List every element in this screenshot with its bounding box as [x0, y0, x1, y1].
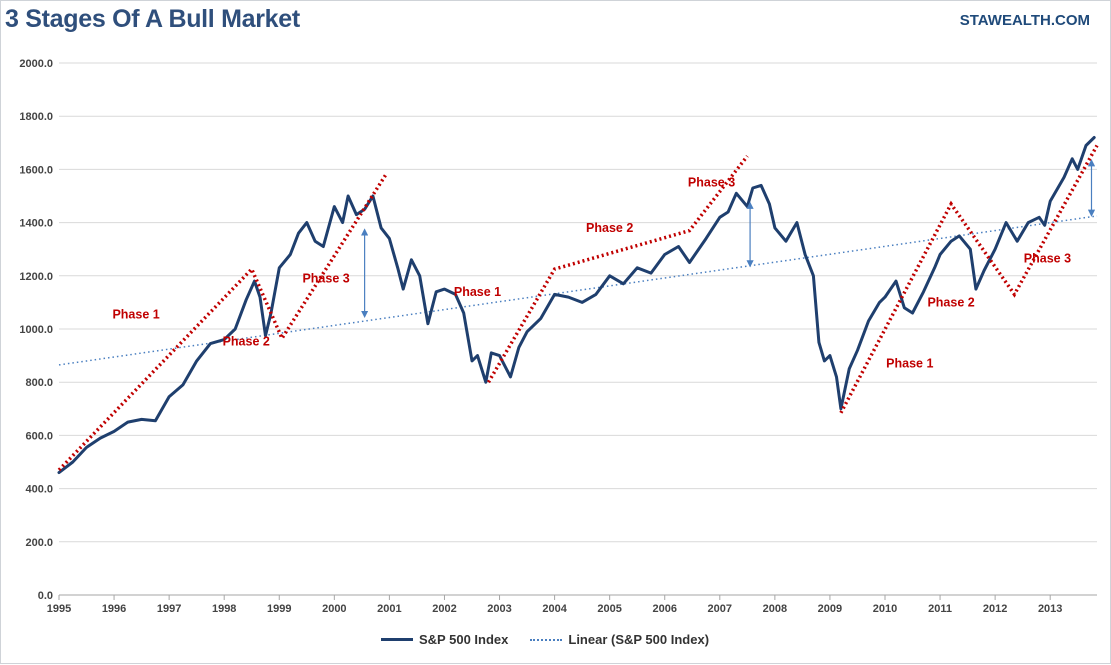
y-tick-label: 0.0	[38, 590, 53, 602]
legend-item-index: S&P 500 Index	[381, 632, 508, 647]
y-tick-label: 400.0	[25, 484, 53, 496]
legend-label-linear: Linear (S&P 500 Index)	[568, 632, 710, 647]
y-tick-label: 800.0	[25, 377, 53, 389]
legend: S&P 500 Index Linear (S&P 500 Index)	[381, 632, 709, 647]
phase-line-cycle-2	[486, 155, 749, 384]
x-tick-label: 2005	[597, 603, 621, 615]
legend-swatch-index	[381, 638, 413, 641]
phase-line-cycle-1	[57, 172, 389, 472]
x-tick-label: 2013	[1038, 603, 1062, 615]
legend-label-index: S&P 500 Index	[419, 632, 509, 647]
x-tick-label: 1995	[47, 603, 71, 615]
phase-annotation: Phase 3	[688, 176, 735, 190]
y-tick-label: 1400.0	[19, 218, 53, 230]
x-tick-label: 2004	[542, 603, 567, 615]
x-tick-label: 2001	[377, 603, 401, 615]
phase-annotation: Phase 1	[112, 307, 159, 321]
legend-item-linear: Linear (S&P 500 Index)	[530, 632, 709, 647]
phase-annotation: Phase 2	[927, 295, 974, 309]
phase-line-cycle-3	[839, 144, 1099, 414]
x-tick-label: 1996	[102, 603, 126, 615]
x-tick-label: 2007	[708, 603, 732, 615]
x-tick-label: 1997	[157, 603, 181, 615]
x-tick-label: 2012	[983, 603, 1007, 615]
y-tick-label: 600.0	[25, 430, 53, 442]
chart-title: 3 Stages Of A Bull Market	[5, 5, 300, 33]
x-tick-label: 1999	[267, 603, 291, 615]
x-tick-label: 2006	[652, 603, 676, 615]
y-tick-label: 1600.0	[19, 164, 53, 176]
y-tick-label: 1800.0	[19, 111, 53, 123]
phase-annotation: Phase 3	[302, 271, 349, 285]
x-tick-label: 2008	[763, 603, 787, 615]
phase-annotation: Phase 1	[886, 357, 933, 371]
y-tick-label: 1200.0	[19, 271, 53, 283]
linear-trend-line	[58, 215, 1098, 366]
x-tick-label: 1998	[212, 603, 236, 615]
legend-swatch-linear	[530, 638, 563, 641]
phase-annotation: Phase 1	[454, 285, 501, 299]
sp500-index-line	[57, 136, 1096, 475]
y-tick-label: 2000.0	[19, 58, 53, 70]
x-tick-label: 2002	[432, 603, 456, 615]
phase-annotation: Phase 3	[1024, 252, 1071, 266]
x-tick-label: 2009	[818, 603, 842, 615]
x-tick-label: 2010	[873, 603, 897, 615]
y-tick-label: 1000.0	[19, 324, 53, 336]
x-tick-label: 2011	[928, 603, 952, 615]
x-tick-label: 2000	[322, 603, 346, 615]
x-tick-label: 2003	[487, 603, 511, 615]
brand-watermark: STAWEALTH.COM	[959, 12, 1090, 29]
y-tick-label: 200.0	[25, 537, 53, 549]
phase-annotation: Phase 2	[586, 221, 633, 235]
phase-annotation: Phase 2	[223, 334, 270, 348]
